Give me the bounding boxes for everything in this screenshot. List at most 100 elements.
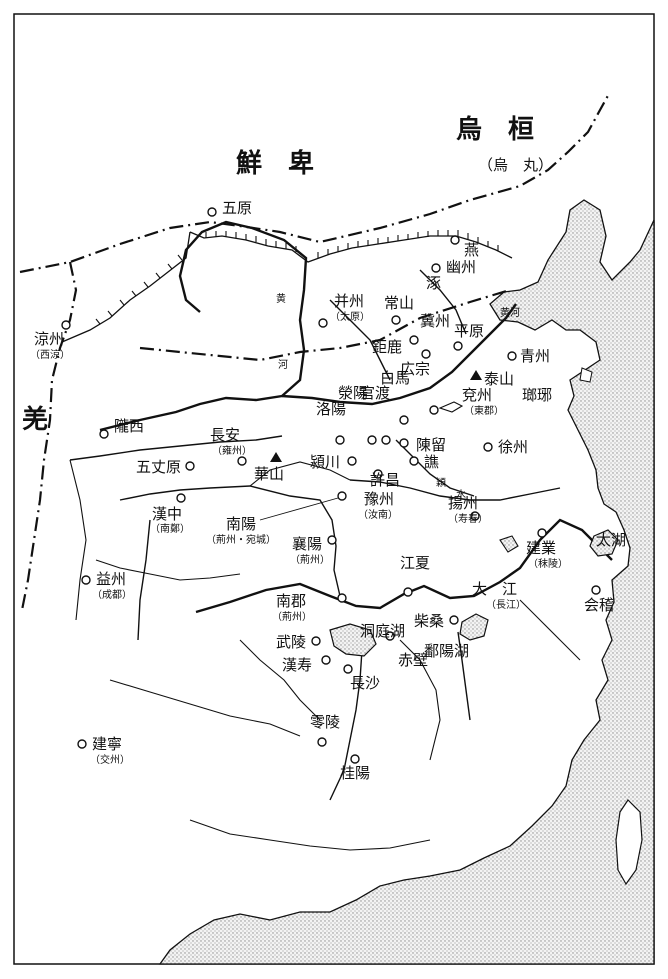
huanghe-lower bbox=[281, 303, 517, 406]
label-xingyang: 滎陽 bbox=[338, 384, 368, 402]
city-guandu bbox=[381, 435, 391, 445]
city-jizhou bbox=[409, 335, 419, 345]
north-river-2 bbox=[419, 269, 467, 335]
city-yangzhou bbox=[470, 511, 480, 521]
poyang-lake bbox=[459, 613, 489, 641]
label-nanjun: 南郡 bbox=[276, 592, 306, 610]
city-xuchang bbox=[373, 469, 383, 479]
city-yizhou bbox=[81, 575, 91, 585]
label-yangzhou: 揚州 bbox=[448, 494, 478, 512]
label-julu: 鉅鹿 bbox=[372, 338, 402, 356]
prov-line-5 bbox=[399, 639, 441, 761]
city-yan bbox=[450, 235, 460, 245]
city-xuzhou bbox=[483, 442, 493, 452]
city-julu bbox=[421, 349, 431, 359]
jialing-river bbox=[137, 519, 151, 641]
label-ying-river: 穎 bbox=[436, 476, 446, 489]
xiang-river bbox=[329, 649, 363, 801]
label-yizhou: 益州 bbox=[96, 570, 126, 588]
prov-line-3 bbox=[249, 461, 351, 487]
label-baima: 白馬 bbox=[380, 369, 410, 387]
label-yanzhou-sub: （東郡） bbox=[464, 404, 504, 417]
ying-river bbox=[395, 439, 475, 497]
label-bingzhou: 并州 bbox=[334, 292, 364, 310]
label-dongtinghu: 洞庭湖 bbox=[360, 622, 405, 640]
label-yanzhou: 兗州 bbox=[462, 386, 492, 404]
city-chibi bbox=[385, 631, 395, 641]
label-hanzhong-sub: （南鄭） bbox=[150, 522, 190, 535]
huanghe-river bbox=[99, 220, 308, 432]
city-luoyang bbox=[335, 435, 345, 445]
label-liangzhou: 涼州 bbox=[34, 330, 64, 348]
islet bbox=[579, 367, 593, 383]
label-dajiang: 大 江 bbox=[472, 580, 517, 598]
city-xingyang bbox=[367, 435, 377, 445]
wei-river bbox=[69, 435, 283, 461]
chao-lake bbox=[499, 535, 519, 553]
city-lingling bbox=[317, 737, 327, 747]
city-youzhou bbox=[431, 263, 441, 273]
label-nanyang: 南陽 bbox=[226, 515, 256, 533]
label-changshan: 常山 bbox=[384, 294, 414, 312]
nanyang-leader bbox=[259, 497, 339, 521]
great-wall bbox=[189, 231, 513, 263]
great-wall-ticks bbox=[95, 230, 499, 325]
prov-line-1 bbox=[95, 559, 241, 581]
label-liangzhou-sub: （西涼） bbox=[30, 348, 70, 361]
city-chaisang bbox=[449, 615, 459, 625]
city-jiangxia bbox=[403, 587, 413, 597]
label-huanghe-delta: 黄河 bbox=[500, 306, 520, 319]
label-guandu: 官渡 bbox=[360, 384, 390, 402]
label-nanjun-sub: （荊州） bbox=[272, 611, 312, 623]
label-wuyuan: 五原 bbox=[222, 199, 252, 217]
label-huashan: 華山 bbox=[254, 465, 284, 483]
label-ying-river-2: 水 bbox=[456, 489, 466, 501]
sea-area bbox=[158, 199, 655, 965]
border-north bbox=[19, 91, 611, 274]
label-xuchang: 許昌 bbox=[370, 471, 400, 489]
label-changan-sub: （雍州） bbox=[212, 444, 252, 457]
label-changsha: 長沙 bbox=[350, 674, 380, 692]
label-longxi: 隴西 bbox=[114, 417, 144, 435]
huai-river bbox=[349, 479, 561, 501]
prov-line-2 bbox=[69, 459, 87, 621]
city-longxi bbox=[99, 429, 109, 439]
label-dajiang-sub: （長江） bbox=[486, 599, 526, 611]
taishan-mountain-icon bbox=[470, 370, 482, 380]
border-inner bbox=[139, 288, 511, 362]
label-langya: 瑯琊 bbox=[522, 386, 552, 404]
city-markers bbox=[61, 207, 601, 764]
city-yingchuan bbox=[347, 456, 357, 466]
region-wuhuan: 烏 桓 bbox=[456, 114, 534, 145]
city-bingzhou bbox=[318, 318, 328, 328]
label-jianye: 建業 bbox=[526, 539, 556, 557]
city-yanzhou bbox=[429, 405, 439, 415]
label-yan: 燕 bbox=[464, 241, 479, 259]
label-xiangyang-sub: （荊州） bbox=[290, 554, 330, 566]
label-guangzong: 広宗 bbox=[400, 360, 430, 378]
city-qiao bbox=[409, 456, 419, 466]
region-qiang: 羌 bbox=[22, 405, 48, 435]
label-wuzhangyuan: 五丈原 bbox=[136, 458, 181, 476]
label-hanzhong: 漢中 bbox=[152, 505, 182, 523]
prov-line-6 bbox=[109, 679, 301, 737]
label-luoyang: 洛陽 bbox=[316, 400, 346, 418]
dongting-lake bbox=[329, 623, 377, 657]
city-wuling bbox=[311, 636, 321, 646]
region-wuhuan-sub: （烏 丸） bbox=[478, 156, 553, 174]
label-jianye-sub: （秣陵） bbox=[528, 557, 568, 570]
city-pingyuan bbox=[453, 341, 463, 351]
label-yuzhou: 豫州 bbox=[364, 490, 394, 508]
city-nanjun bbox=[337, 593, 347, 603]
label-youzhou: 幽州 bbox=[446, 258, 476, 276]
city-hanshou bbox=[321, 655, 331, 665]
city-kuaiji bbox=[591, 585, 601, 595]
han-river bbox=[119, 485, 341, 597]
city-baima bbox=[399, 415, 409, 425]
north-river-1 bbox=[329, 299, 391, 381]
island bbox=[615, 799, 643, 886]
label-taishan: 泰山 bbox=[484, 370, 514, 388]
label-yingchuan: 潁川 bbox=[310, 453, 340, 471]
city-chenliu bbox=[399, 438, 409, 448]
label-chibi: 赤壁 bbox=[398, 651, 428, 669]
